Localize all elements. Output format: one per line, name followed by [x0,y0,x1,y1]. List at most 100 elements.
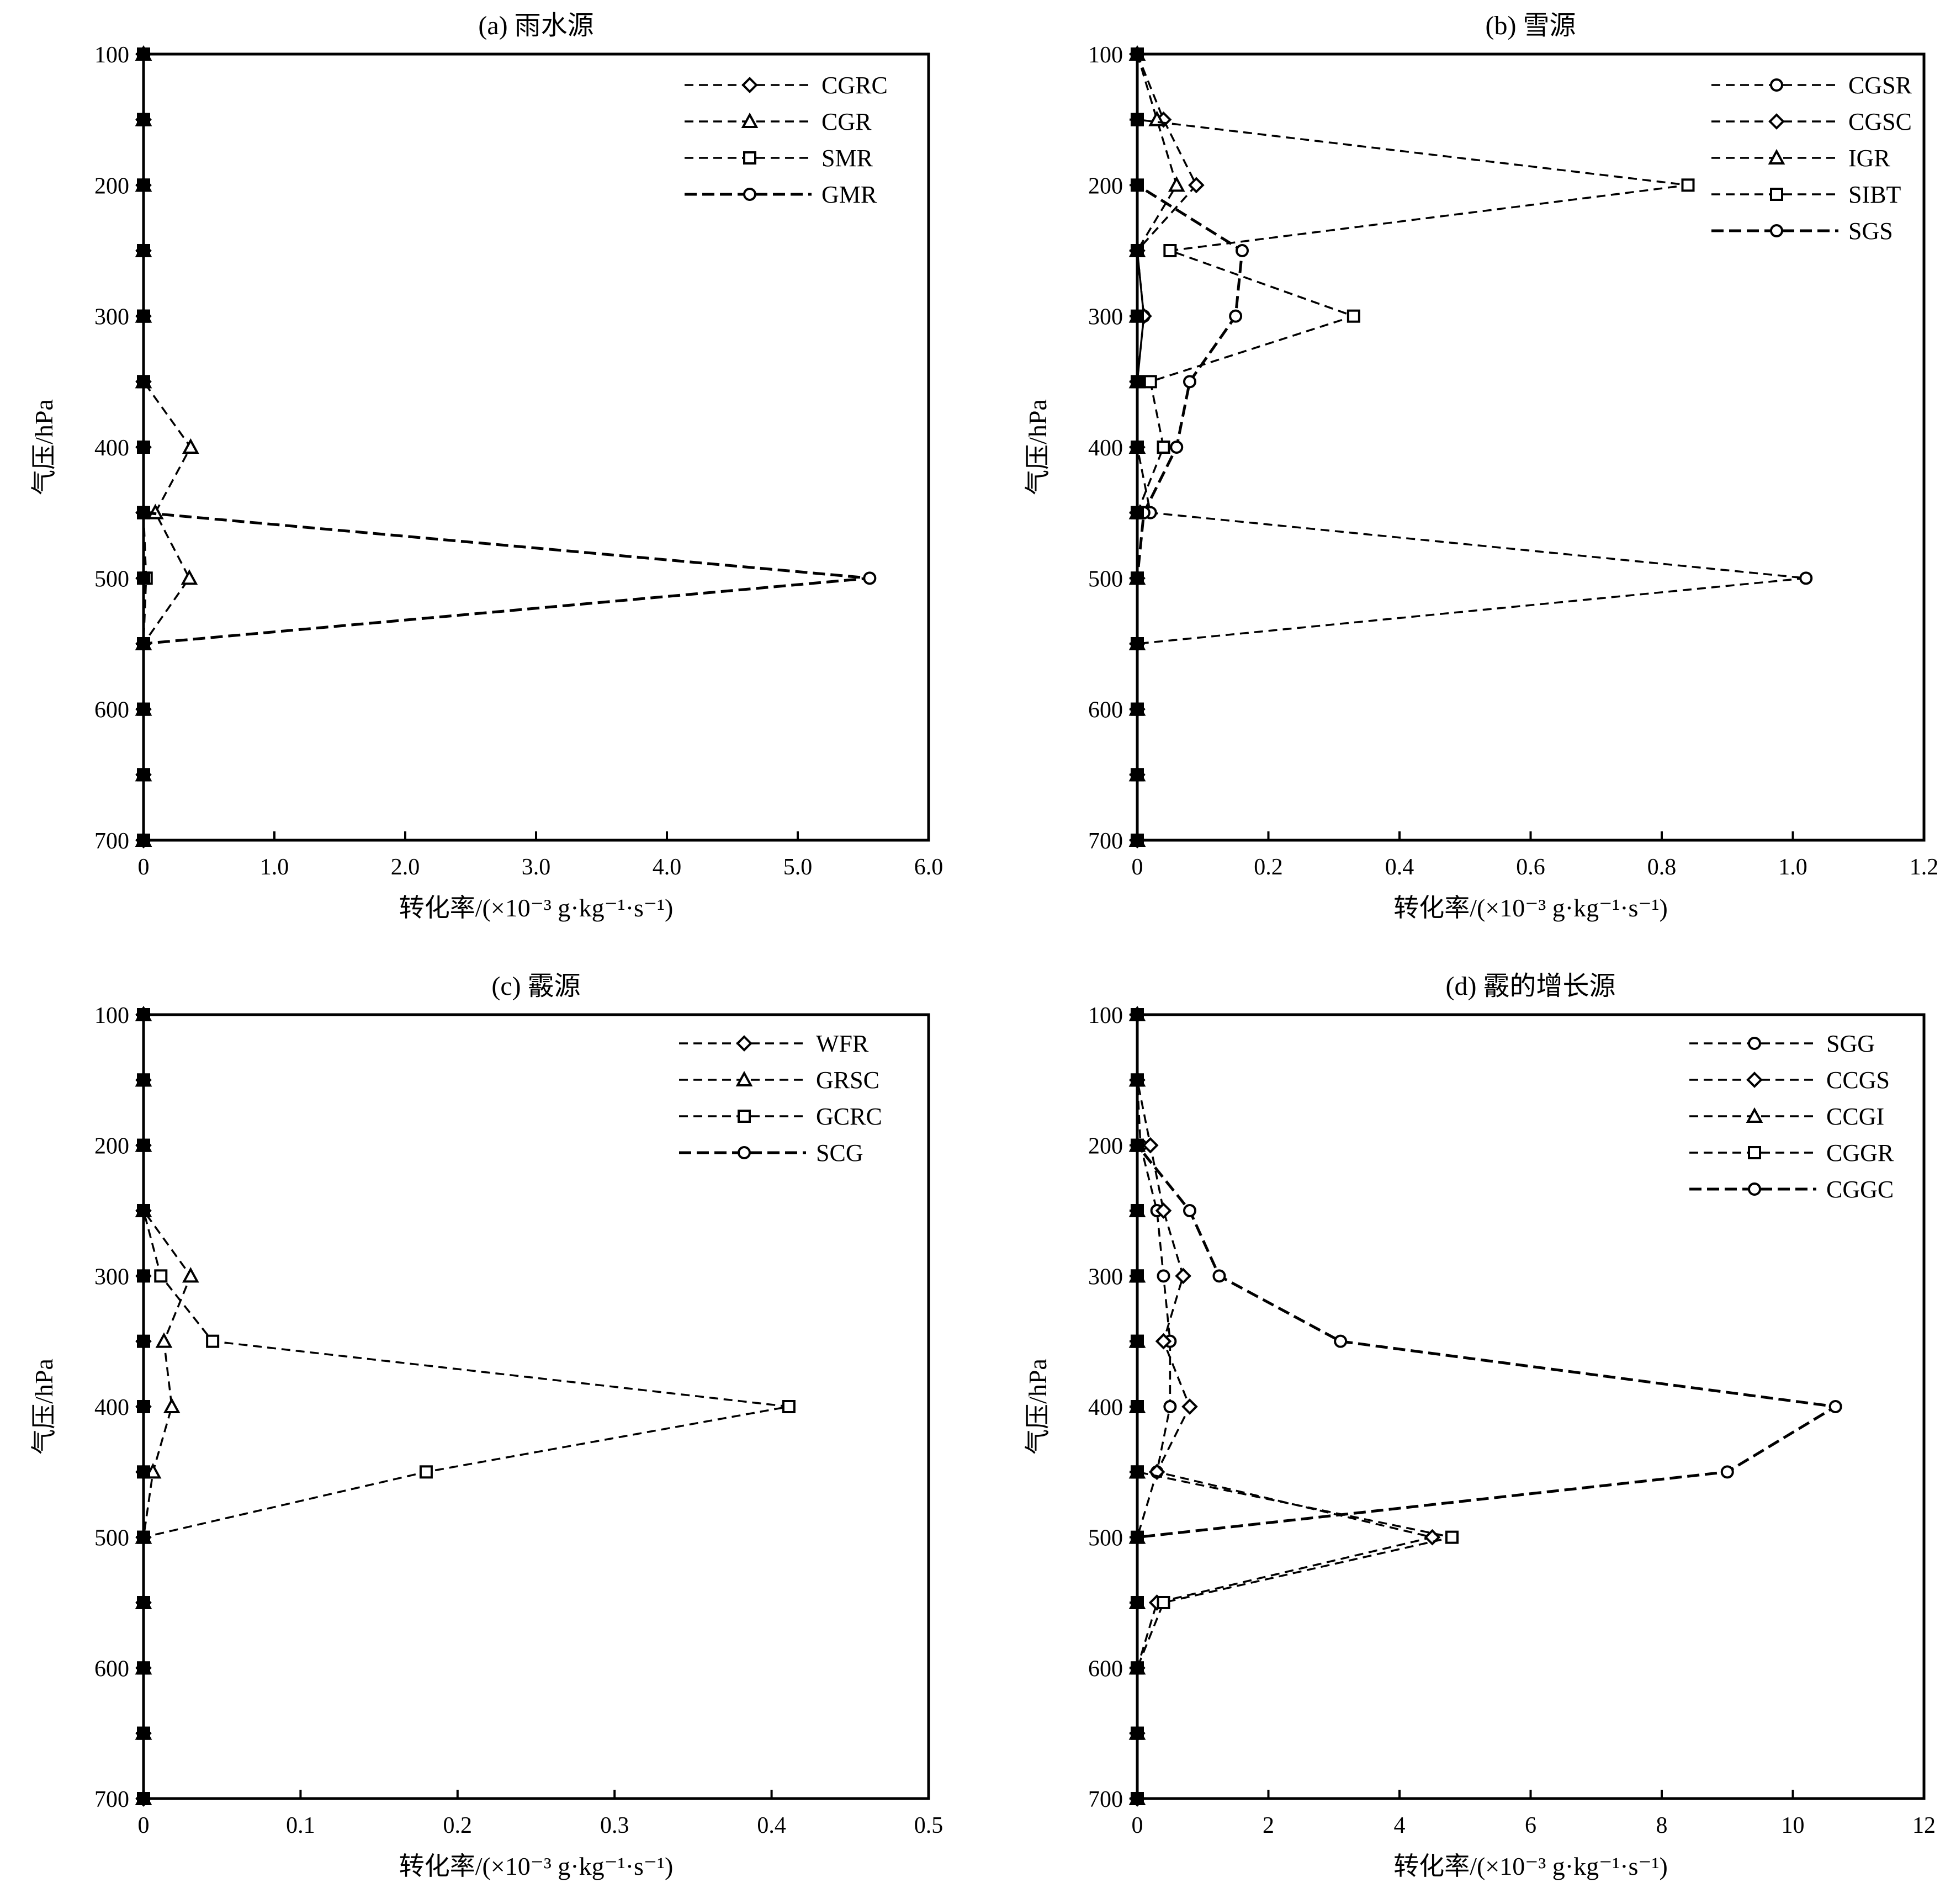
series-line [1136,1015,1840,1799]
level-marker [1131,1596,1144,1609]
series-SIBT [1131,47,1695,847]
y-tick-label: 100 [1088,43,1123,68]
level-marker [137,768,150,782]
legend-marker [736,1035,752,1052]
level-marker [137,1008,150,1021]
level-marker [1131,1138,1144,1152]
legend-label: GMR [821,181,877,208]
x-tick-label: 1.2 [1910,855,1939,880]
legend-label: CGSR [1848,72,1912,99]
legend-label: CGSC [1848,108,1912,135]
y-tick-label: 100 [94,1003,129,1028]
y-tick-label: 600 [1088,698,1123,723]
data-point [1155,1202,1172,1219]
chart-panel-4: (d) 霰的增长源 0 2 4 6 8 10 12 100 200 300 400 500 600 700 转… [1024,972,1936,1880]
x-tick-label: 0 [1132,1813,1143,1838]
legend: CGSR CGSC IGR SIBT SGS [1711,72,1912,245]
y-tick-label: 200 [94,173,129,199]
level-marker [1131,375,1144,389]
level-marker [137,1792,150,1805]
legend-marker [1748,1146,1761,1159]
series-GMR [137,47,877,847]
x-tick-label: 1.0 [260,855,289,880]
legend-marker [1768,148,1785,165]
y-tick-label: 300 [1088,305,1123,330]
data-point [182,438,199,454]
level-marker [137,309,150,323]
y-tick-label: 400 [1088,436,1123,461]
data-point [1175,1267,1191,1285]
y-tick-label: 500 [1088,1526,1123,1551]
level-marker [1131,1400,1144,1413]
chart-panel-3: (c) 霰源 0 0.1 0.2 0.3 0.4 0.5 100 200 300 400 500 600… [30,972,943,1880]
legend-marker [1746,1107,1763,1123]
data-point [1157,1596,1170,1609]
legend-marker [743,151,756,165]
y-tick-label: 600 [94,1656,129,1682]
y-tick-label: 500 [94,1526,129,1551]
data-point [1236,244,1249,257]
x-tick-label: 12 [1912,1813,1936,1838]
x-tick-label: 0.4 [757,1813,786,1838]
series-line [1136,1015,1433,1799]
legend-marker [1770,78,1783,92]
legend-label: SGS [1848,218,1893,245]
level-marker [137,1269,150,1283]
level-marker [1131,244,1144,257]
plot-frame [142,52,930,842]
series-line [142,54,870,840]
series-CGGR [1131,1008,1459,1805]
plot-frame [1136,52,1926,842]
y-tick-label: 600 [1088,1656,1123,1682]
y-tick-label: 700 [1088,829,1123,854]
legend-marker [1770,188,1783,201]
level-marker [137,47,150,61]
y-tick-label: 200 [1088,173,1123,199]
level-marker [1131,178,1144,192]
x-tick-label: 0.6 [1516,855,1545,880]
level-marker [1131,1465,1144,1479]
y-tick-label: 200 [94,1134,129,1159]
panel-title: (d) 霰的增长源 [1446,972,1616,1001]
y-tick-label: 700 [94,829,129,854]
legend-marker [738,1110,751,1123]
x-tick-label: 10 [1782,1813,1805,1838]
x-tick-label: 0.8 [1647,855,1677,880]
legend-label: CGRC [821,72,888,99]
chart-panel-1: (a) 雨水源 0 1.0 2.0 3.0 4.0 5.0 6.0 100 200 300 400 50… [30,11,943,922]
level-marker [137,441,150,454]
data-point [1720,1465,1734,1479]
legend-marker [738,1146,751,1159]
legend-label: WFR [816,1030,869,1057]
x-tick-label: 0.3 [600,1813,629,1838]
level-marker [137,113,150,126]
legend-label: SIBT [1848,181,1901,208]
data-point [1347,309,1360,323]
data-point [782,1400,796,1413]
data-point [1212,1269,1226,1283]
level-marker [137,1726,150,1740]
x-tick-label: 0 [138,1813,150,1838]
level-marker [137,1661,150,1675]
level-marker [1131,834,1144,847]
data-point [1188,177,1205,194]
legend-marker [1770,224,1783,237]
x-tick-label: 0.2 [1254,855,1283,880]
level-marker [137,375,150,389]
level-marker [137,1596,150,1609]
data-point [1143,375,1157,389]
level-marker [1131,506,1144,519]
level-marker [137,702,150,716]
level-marker [1131,1792,1144,1805]
level-marker [1131,309,1144,323]
legend-marker [1748,1037,1761,1050]
level-marker [1131,637,1144,650]
data-point [1183,1204,1196,1217]
series-line [142,1015,789,1799]
data-point [419,1465,433,1479]
level-marker [137,637,150,650]
x-axis-label: 转化率/(×10⁻³ g·kg⁻¹·s⁻¹) [399,1852,674,1880]
data-point [1163,244,1177,257]
level-marker [1131,1204,1144,1217]
x-tick-label: 0 [1132,855,1143,880]
